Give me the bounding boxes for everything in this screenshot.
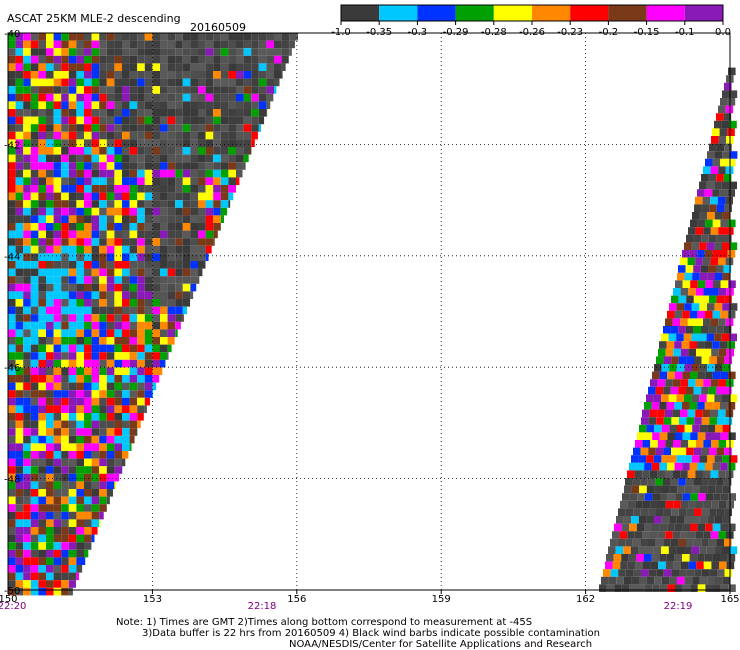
legend-swatch [493,5,532,21]
right-swath [599,67,738,592]
lat-tick-label: -46 [4,363,20,374]
time-label: 22:19 [664,601,693,612]
legend-swatch [684,5,723,21]
lon-tick-label: 159 [432,594,451,605]
lon-tick-label: 150 [0,594,18,605]
grid-lines [8,33,730,590]
lat-tick-label: -50 [4,586,20,597]
legend-swatch [379,5,418,21]
note-line-3: NOAA/NESDIS/Center for Satellite Applica… [289,639,593,650]
legend-swatch [455,5,494,21]
lon-tick-label: 153 [143,594,162,605]
lat-tick-label: -42 [4,140,20,151]
legend-swatch [532,5,571,21]
legend-swatch [417,5,456,21]
legend-swatch [608,5,647,21]
time-label: 22:18 [248,601,277,612]
lon-tick-label: 162 [576,594,595,605]
lon-tick-label: 165 [720,594,739,605]
lat-tick-label: -44 [4,252,20,263]
legend-swatch [646,5,685,21]
lat-tick-label: -48 [4,475,20,486]
note-line-2: 3)Data buffer is 22 hrs from 20160509 4)… [142,628,600,639]
legend-swatch [341,5,380,21]
map-date: 20160509 [190,21,246,34]
lon-tick-label: 156 [287,594,306,605]
time-label: 22:20 [0,601,26,612]
left-swath [8,33,298,596]
lat-tick-label: -40 [4,29,20,40]
map-title: ASCAT 25KM MLE-2 descending [7,12,181,25]
legend-swatch [570,5,609,21]
note-line-1: Note: 1) Times are GMT 2)Times along bot… [116,617,533,628]
